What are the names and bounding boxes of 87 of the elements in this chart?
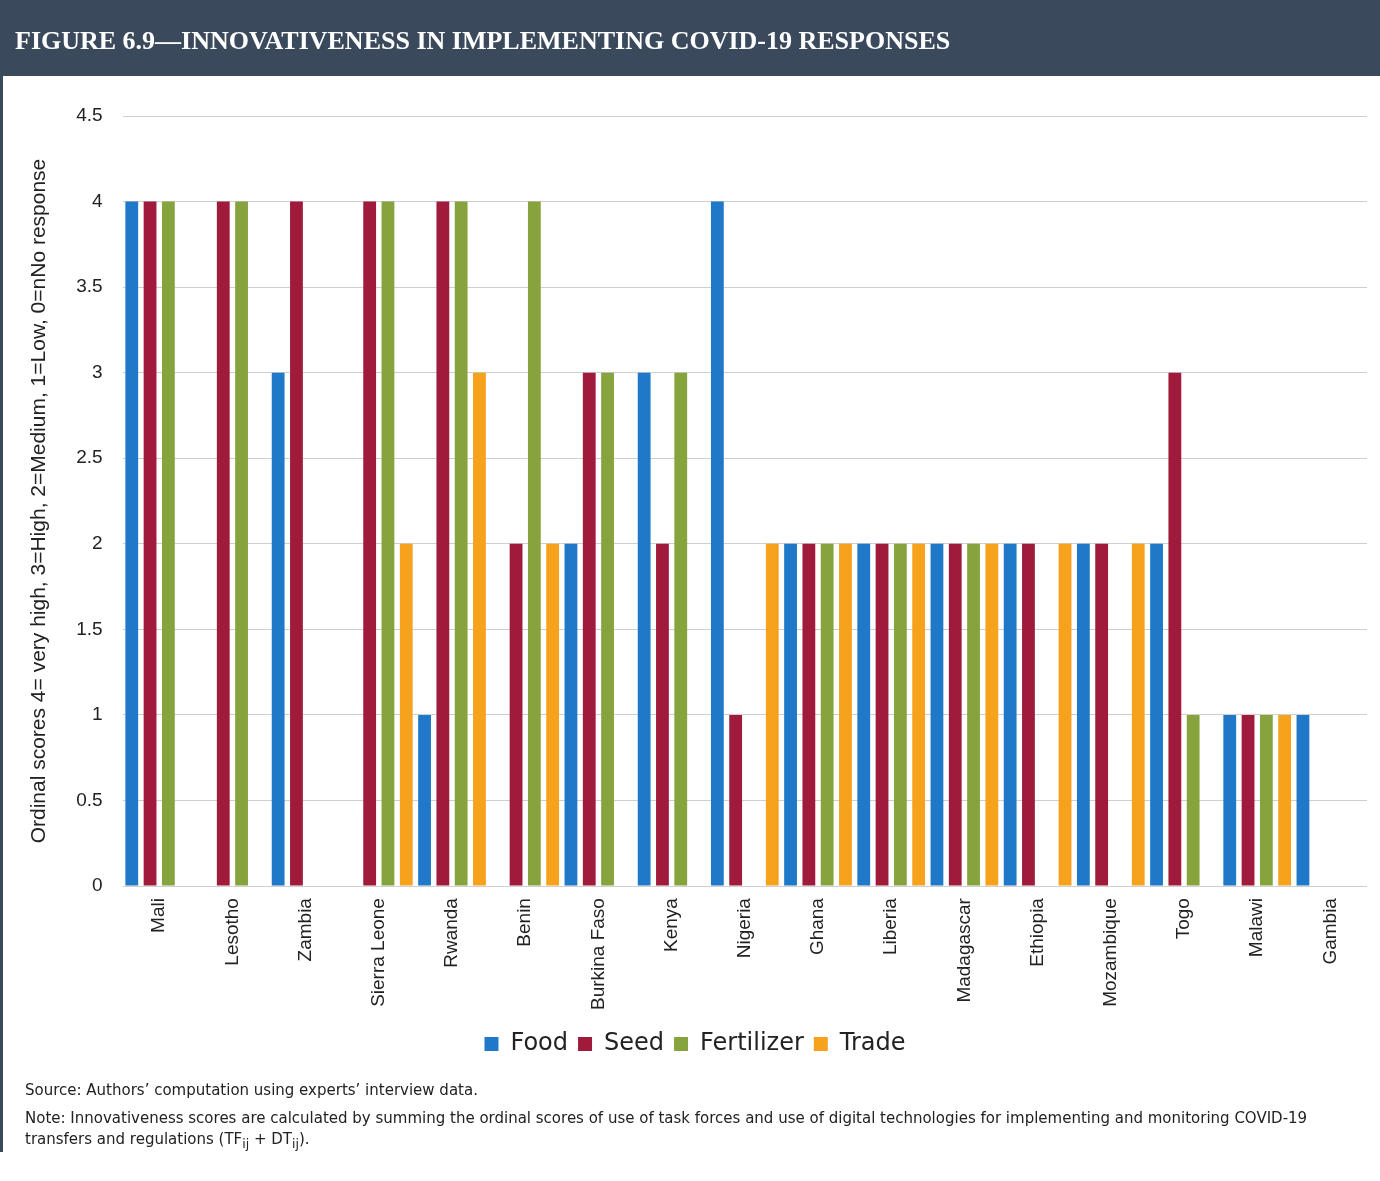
- bar: [948, 543, 962, 886]
- bar: [161, 201, 175, 886]
- x-tick-label: Burkina Faso: [586, 898, 608, 1011]
- y-tick-label: 1.5: [76, 617, 103, 639]
- y-tick-label: 0.5: [76, 788, 103, 810]
- bar: [930, 543, 944, 886]
- bar: [765, 543, 779, 886]
- x-tick-label: Liberia: [879, 897, 901, 956]
- bar: [1022, 543, 1035, 886]
- bar: [509, 543, 523, 886]
- bar: [235, 201, 248, 886]
- legend-label: Fertilizer: [700, 1028, 804, 1057]
- bar: [1223, 714, 1237, 886]
- bar: [1186, 714, 1200, 886]
- chart-title: FIGURE 6.9—INNOVATIVENESS IN IMPLEMENTING COVID-19 RESPONSES: [3, 0, 1380, 76]
- x-tick-label: Togo: [1172, 898, 1194, 940]
- bar: [418, 714, 431, 886]
- bar: [1259, 714, 1273, 886]
- source-note: Source: Authors’ computation using experts’ interview data.: [25, 1080, 479, 1101]
- bar: [527, 201, 541, 886]
- bar: [546, 543, 560, 886]
- y-tick-label: 4: [92, 189, 104, 211]
- bar: [290, 201, 303, 886]
- y-tick-label: 1: [92, 703, 103, 725]
- bar: [363, 201, 377, 886]
- bar: [784, 543, 797, 886]
- y-axis-title: Ordinal scores 4= very high, 3=High, 2=Medium, 1=Low, 0=nNo response: [26, 158, 50, 844]
- bar: [729, 714, 743, 886]
- bar: [875, 543, 889, 886]
- bar: [1278, 714, 1292, 886]
- x-tick-label: Kenya: [659, 897, 681, 952]
- bar: [1150, 543, 1163, 886]
- y-tick-label: 0: [92, 874, 103, 896]
- bar: [125, 201, 139, 886]
- bar: [893, 543, 907, 886]
- bar: [143, 201, 157, 886]
- bar: [674, 372, 688, 886]
- x-tick-label: Malawi: [1245, 898, 1267, 958]
- x-tick-label: Zambia: [293, 897, 315, 962]
- x-tick-label: Mozambique: [1099, 898, 1121, 1007]
- bar: [1076, 543, 1090, 886]
- legend-label: Food: [510, 1028, 569, 1057]
- bar: [656, 543, 669, 886]
- bar: [436, 201, 450, 886]
- x-tick-label: Gambia: [1318, 897, 1340, 965]
- bar: [967, 543, 980, 886]
- bar: [820, 543, 834, 886]
- bar: [985, 543, 999, 886]
- bar: [857, 543, 871, 886]
- x-tick-label: Ghana: [806, 897, 828, 956]
- x-tick-label: Sierra Leone: [367, 898, 389, 1007]
- x-tick-label: Nigeria: [733, 897, 755, 959]
- y-tick-label: 3.5: [76, 275, 103, 297]
- x-tick-label: Rwanda: [440, 897, 462, 968]
- bar: [601, 372, 614, 886]
- bar: [912, 543, 926, 886]
- y-tick-label: 2: [92, 532, 103, 554]
- bar: [473, 372, 486, 886]
- bar: [1296, 714, 1310, 886]
- bar: [1241, 714, 1255, 886]
- y-tick-label: 2.5: [76, 446, 103, 468]
- x-tick-label: Benin: [513, 898, 535, 947]
- bar: [399, 543, 413, 886]
- bar: [454, 201, 468, 886]
- x-tick-label: Ethiopia: [1025, 897, 1047, 967]
- bar: [1131, 543, 1145, 886]
- legend-label: Seed: [604, 1028, 665, 1057]
- legend-label: Trade: [838, 1028, 906, 1057]
- bar: [1168, 372, 1182, 886]
- bar: [839, 543, 852, 886]
- bar: [1095, 543, 1109, 886]
- bar: [637, 372, 651, 886]
- bar: [381, 201, 395, 886]
- bar: [1003, 543, 1017, 886]
- bar: [802, 543, 816, 886]
- bar: [1058, 543, 1072, 886]
- y-tick-label: 4.5: [76, 104, 103, 126]
- bar: [582, 372, 596, 886]
- bar: [564, 543, 578, 886]
- bar: [216, 201, 230, 886]
- bar: [710, 201, 724, 886]
- x-tick-label: Madagascar: [952, 897, 974, 1003]
- x-tick-label: Mali: [147, 898, 169, 933]
- x-tick-label: Lesotho: [220, 898, 242, 966]
- y-tick-label: 3: [92, 360, 103, 382]
- text: Note: Innovativeness scores are calculated by summing the ordinal scores of use of task forces and use of digital technologies for implementing and monitoring COVID-19 transfers and regulations (TF$_{ij}$ + DT$_{ij}$).: [25, 1108, 1309, 1153]
- bar: [271, 372, 285, 886]
